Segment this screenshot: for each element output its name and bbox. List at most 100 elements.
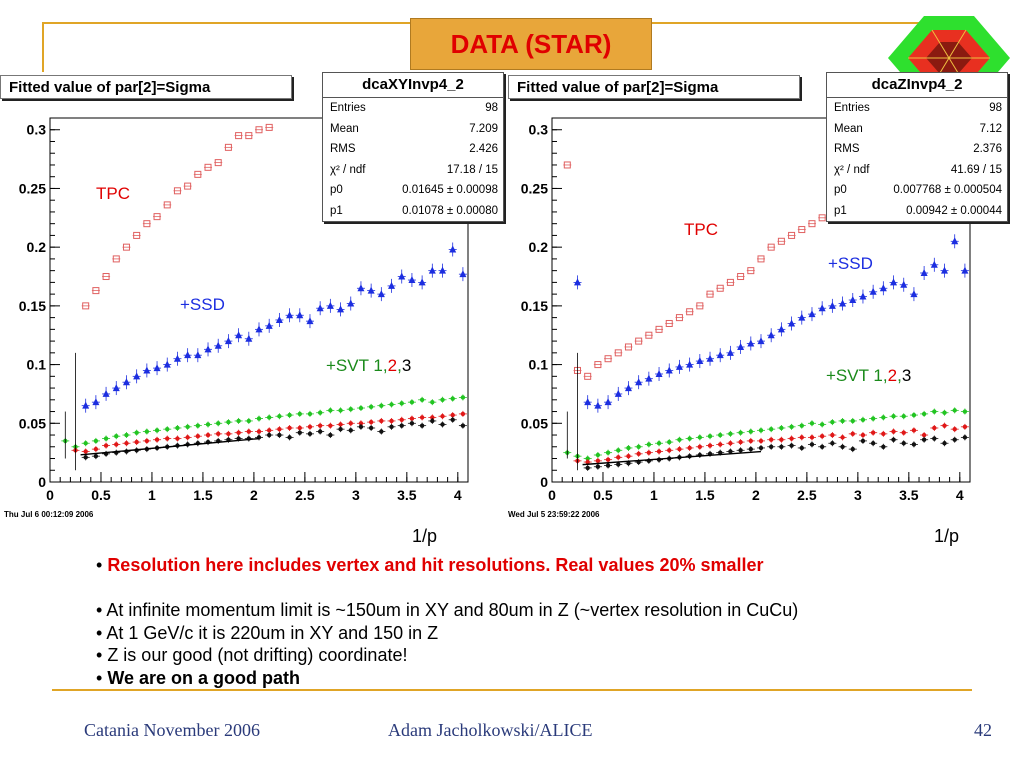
data-point: [328, 408, 333, 413]
data-point: [358, 421, 364, 426]
data-point: [624, 343, 632, 351]
data-point: [307, 431, 313, 437]
data-point: [388, 281, 396, 289]
data-point: [799, 423, 804, 428]
data-point: [368, 419, 374, 425]
data-point: [942, 441, 947, 446]
data-point: [869, 287, 877, 295]
data-point: [789, 436, 794, 441]
data-point: [809, 435, 815, 440]
data-point: [165, 426, 170, 432]
data-point: [236, 436, 241, 441]
x-tick-label: 2.5: [295, 487, 315, 503]
data-point: [626, 453, 631, 459]
fit-title-z: Fitted value of par[2]=Sigma: [508, 75, 800, 99]
data-point: [430, 415, 435, 420]
plot-frame: [551, 117, 971, 483]
stats-value: 0.01078 ± 0.00080: [402, 204, 498, 217]
bullet-marker: •: [96, 600, 107, 621]
series--ssd: [573, 234, 969, 413]
data-point: [154, 428, 160, 433]
bullet-marker: •: [96, 667, 108, 688]
data-point: [911, 412, 917, 418]
data-point: [757, 255, 765, 263]
data-point: [265, 123, 273, 131]
stats-label: χ² / ndf: [330, 163, 366, 176]
data-point: [828, 301, 836, 309]
data-point: [358, 424, 364, 430]
stats-label: Entries: [330, 102, 366, 114]
data-point: [409, 421, 415, 426]
data-point: [758, 445, 764, 451]
data-point: [379, 418, 384, 424]
data-point: [430, 418, 435, 424]
data-point: [256, 429, 262, 434]
data-point: [122, 243, 130, 251]
label-svt-prefix: +SVT: [826, 366, 874, 385]
data-point: [595, 452, 601, 458]
data-point: [173, 354, 181, 362]
stats-label: p0: [330, 184, 343, 196]
data-point: [204, 163, 212, 171]
data-point: [124, 441, 129, 446]
plot-frame: [49, 117, 469, 483]
data-point: [266, 428, 272, 433]
data-point: [338, 408, 343, 413]
data-point: [605, 450, 611, 455]
data-point: [667, 448, 672, 453]
data-point: [408, 276, 416, 284]
stats-title: dcaZInvp4_2: [827, 73, 1007, 98]
data-point: [194, 351, 202, 359]
data-point: [656, 441, 662, 446]
data-point: [738, 439, 743, 445]
data-point: [942, 410, 947, 415]
data-point: [789, 424, 794, 430]
data-point: [624, 384, 632, 392]
data-point: [83, 449, 88, 454]
data-point: [153, 213, 161, 221]
label-svt-prefix: +SVT: [326, 356, 374, 375]
data-point: [850, 418, 855, 424]
data-point: [450, 396, 455, 401]
bullet-spacer: [96, 577, 1006, 600]
data-point: [726, 278, 734, 286]
data-point: [626, 461, 631, 466]
data-point: [185, 435, 190, 440]
data-point: [102, 389, 110, 397]
data-point: [818, 304, 826, 312]
data-point: [82, 302, 90, 310]
bullet-item: • At infinite momentum limit is ~150um i…: [96, 599, 1006, 622]
data-point: [901, 414, 906, 419]
data-point: [112, 255, 120, 263]
data-point: [962, 435, 968, 440]
data-point: [850, 431, 855, 437]
bullet-list: • Resolution here includes vertex and hi…: [96, 554, 1006, 690]
data-point: [83, 441, 88, 446]
data-point: [216, 431, 221, 437]
data-point: [768, 426, 774, 432]
series--svt-2: [71, 410, 467, 455]
data-point: [92, 398, 100, 406]
data-point: [205, 432, 211, 438]
data-point: [758, 438, 764, 444]
data-point: [840, 418, 845, 424]
data-point: [368, 404, 374, 410]
data-point: [738, 448, 743, 453]
stats-label: Mean: [834, 122, 863, 135]
x-tick-label: 4: [956, 487, 964, 503]
data-point: [235, 132, 243, 140]
data-point: [255, 325, 263, 333]
data-point: [901, 441, 906, 446]
label-tpc: TPC: [684, 220, 718, 239]
data-point: [697, 435, 703, 440]
stats-value: 98: [485, 102, 498, 114]
frame-left-line: [42, 22, 44, 72]
data-point: [738, 430, 743, 435]
stats-value: 7.12: [979, 122, 1002, 135]
data-point: [819, 444, 825, 449]
stats-value: 2.376: [973, 143, 1002, 155]
data-point: [687, 436, 692, 441]
data-point: [287, 425, 292, 431]
data-point: [459, 270, 467, 278]
data-point: [604, 355, 612, 363]
